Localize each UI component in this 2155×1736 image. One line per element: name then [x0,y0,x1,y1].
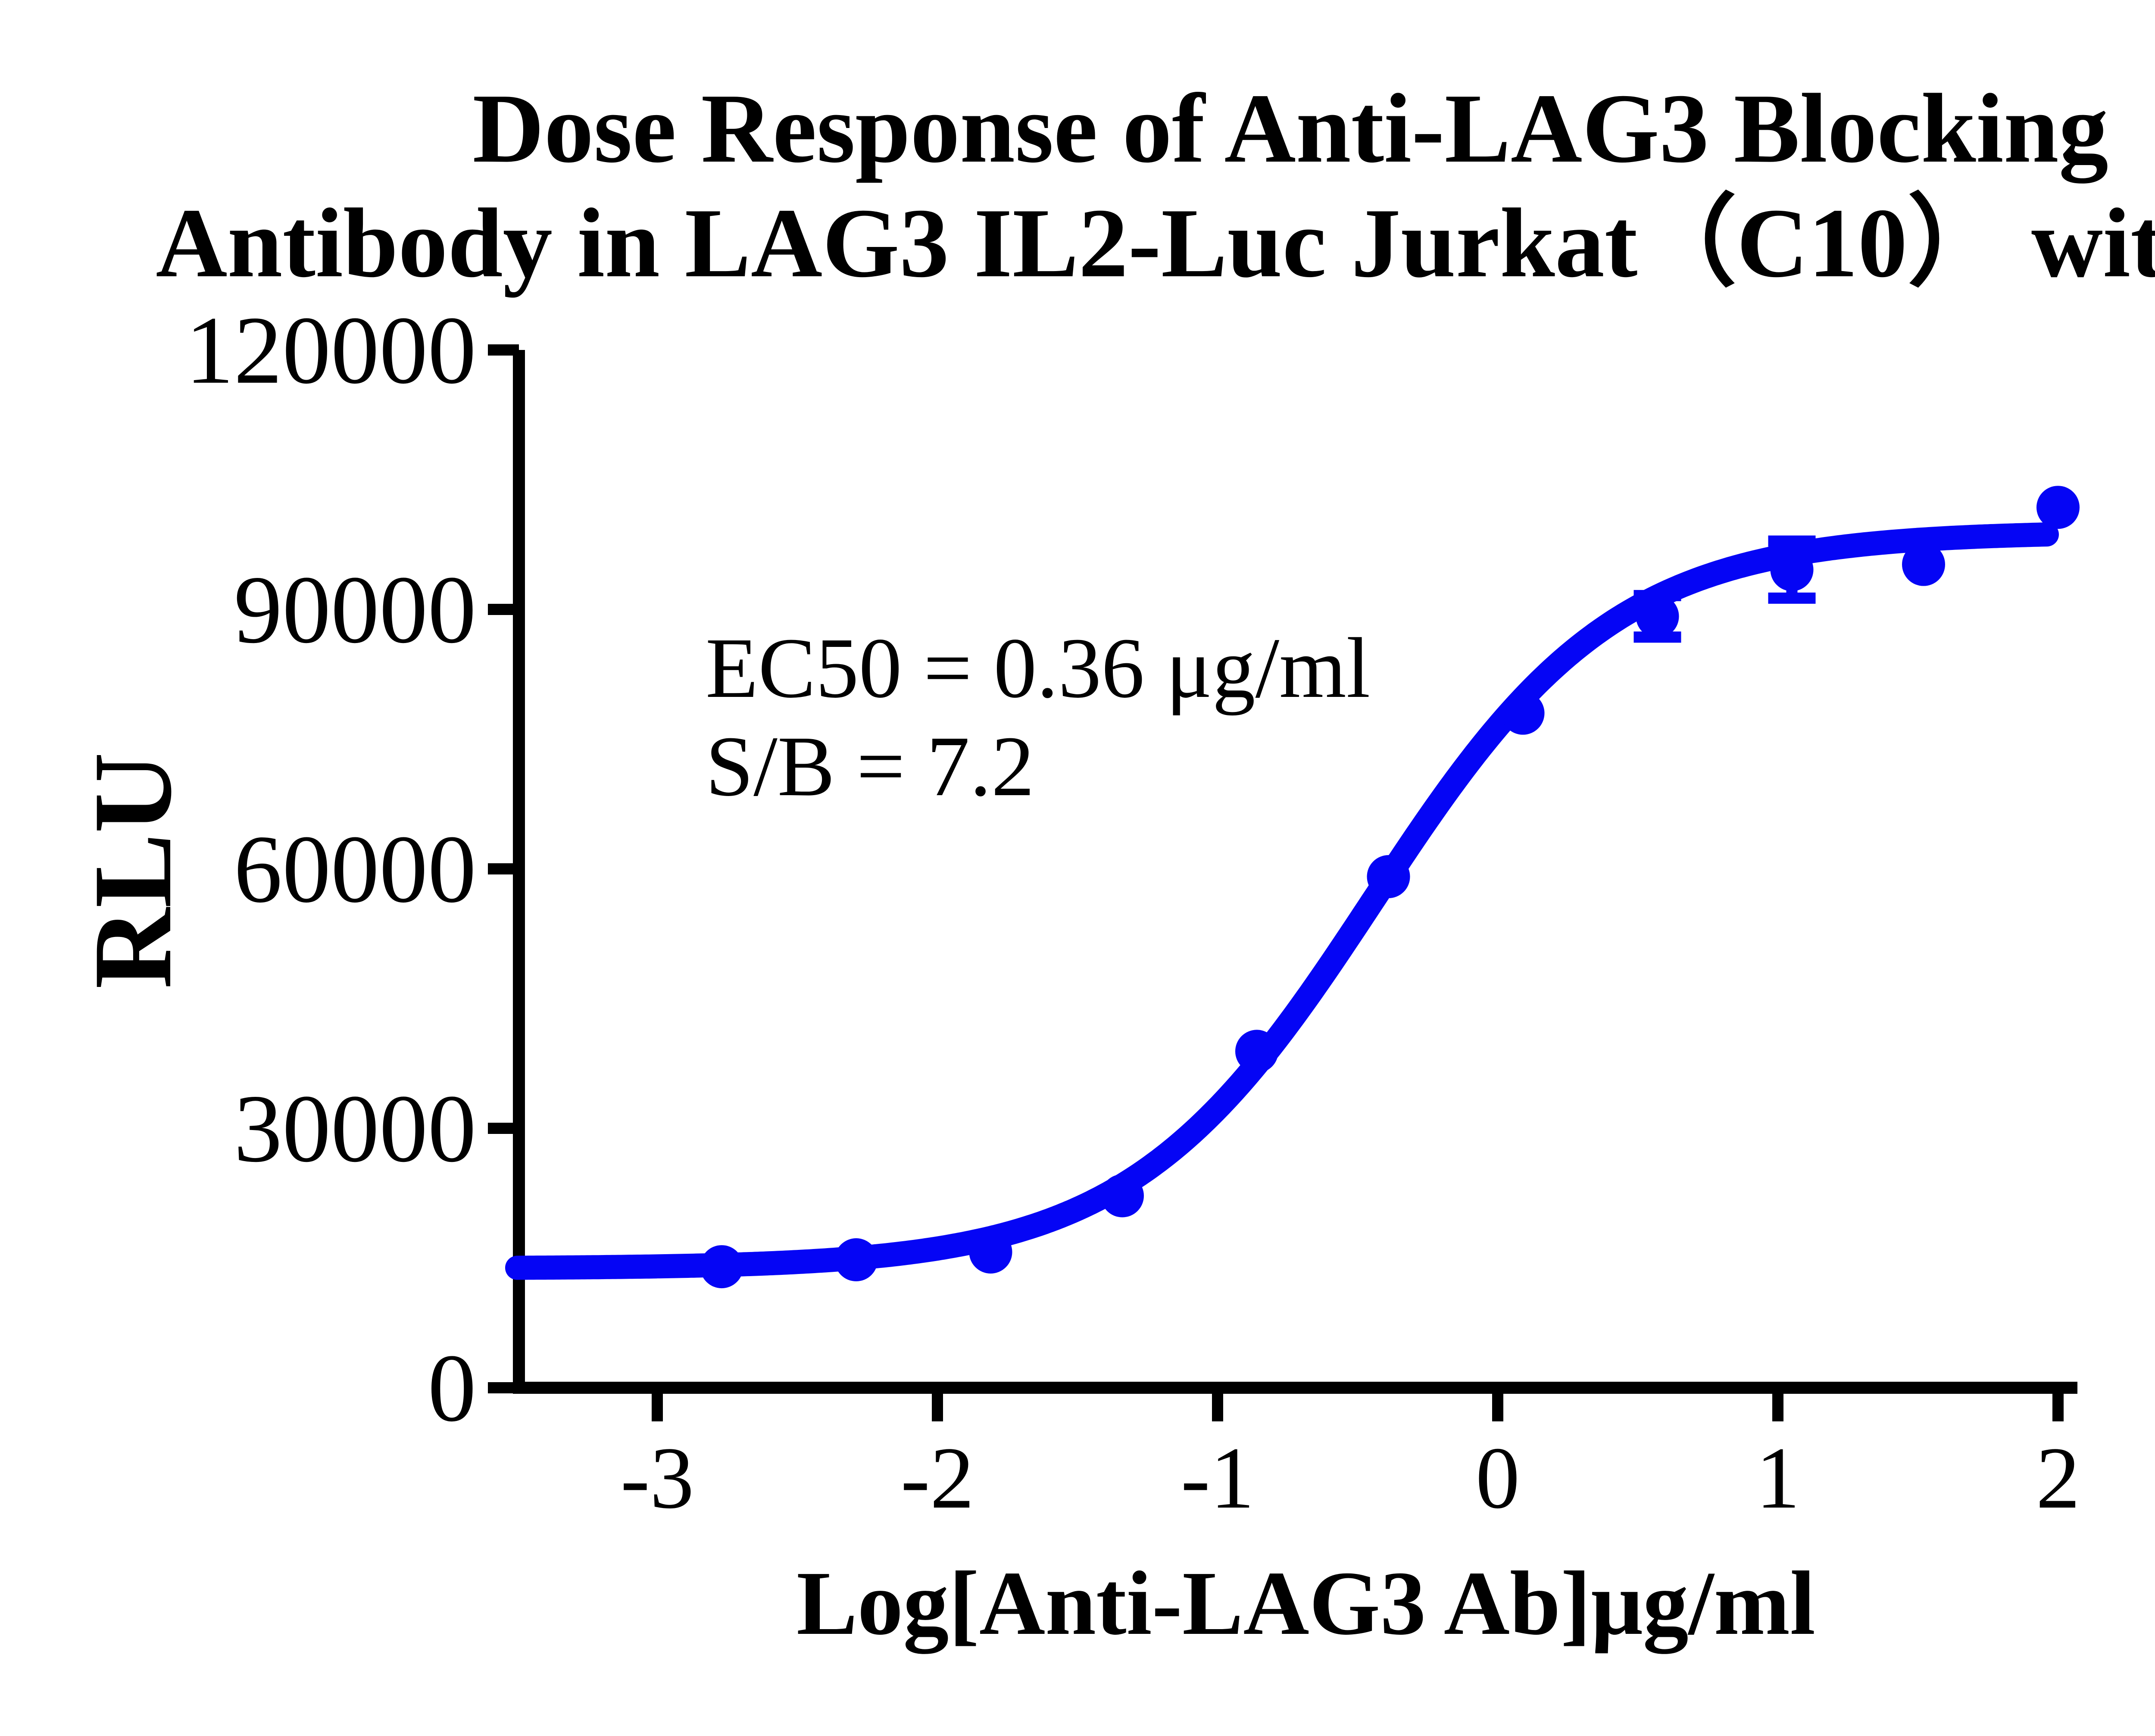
fit-curve [505,522,2059,1280]
x-tick-label: -3 [620,1429,694,1527]
y-tick-label: 60000 [234,815,477,923]
data-point [700,1245,743,1289]
y-tick-label: 0 [428,1334,477,1442]
x-tick-label: -2 [900,1429,974,1527]
ec50-annotation: EC50 = 0.36 μg/ml [706,621,1371,716]
x-tick-label: 0 [1475,1429,1520,1527]
x-tick-label: 1 [1755,1429,1800,1527]
chart-title-line1: Dose Response of Anti-LAG3 Blocking [472,73,2108,183]
data-point [1235,1030,1278,1073]
data-point [1770,548,1814,591]
data-point [1367,855,1410,899]
y-tick-label: 90000 [234,556,477,663]
data-point [834,1238,878,1282]
data-point [1501,691,1545,735]
data-point [1902,543,1945,586]
x-tick-label: 2 [2036,1429,2080,1527]
data-point [969,1230,1012,1274]
sb-annotation: S/B = 7.2 [706,719,1034,814]
data-point [1101,1174,1144,1218]
chart-title: Dose Response of Anti-LAG3 Blocking Anti… [129,71,2155,300]
data-point [2036,486,2080,529]
x-axis-title: Log[Anti-LAG3 Ab]μg/ml [796,1552,1815,1654]
chart-title-line2: Antibody in LAG3 IL2-Luc Jurkat（C10） wit… [156,188,2155,298]
fit-annotation: EC50 = 0.36 μg/ml S/B = 7.2 [706,619,1370,816]
y-tick-label: 30000 [234,1074,477,1182]
data-point [1636,595,1679,638]
y-tick-label: 120000 [185,296,476,404]
x-tick-label: -1 [1181,1429,1255,1527]
